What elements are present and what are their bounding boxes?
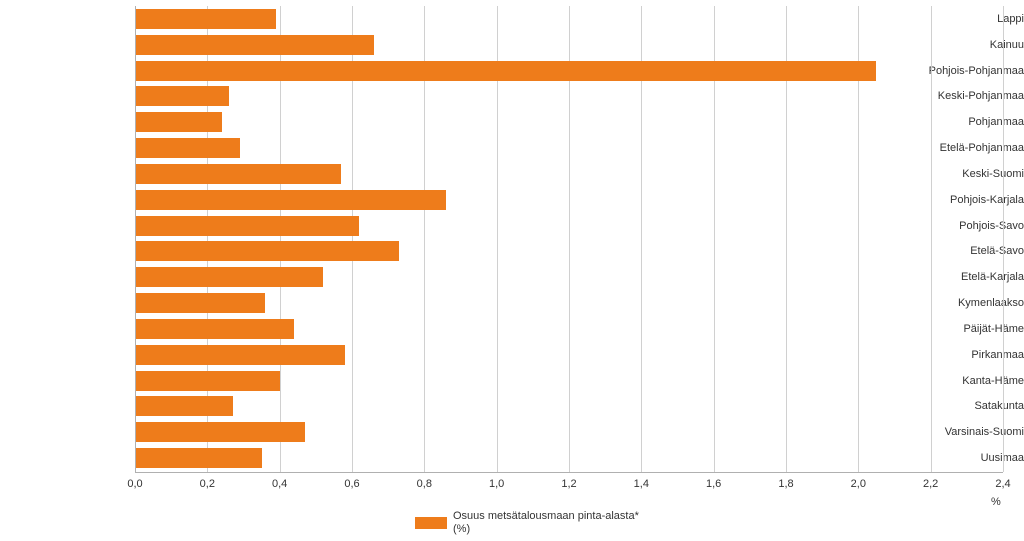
bar (135, 35, 374, 55)
x-axis-tick-label: 0,0 (127, 478, 142, 490)
bar (135, 164, 341, 184)
bar (135, 241, 399, 261)
bar (135, 112, 222, 132)
x-axis-tick-label: 0,2 (200, 478, 215, 490)
chart-container: LappiKainuuPohjois-PohjanmaaKeski-Pohjan… (0, 0, 1024, 541)
gridline (931, 6, 932, 472)
x-axis-tick-label: 1,2 (561, 478, 576, 490)
x-axis-tick-label: 1,4 (634, 478, 649, 490)
legend-line1: Osuus metsätalousmaan pinta-alasta* (453, 510, 639, 523)
x-axis-tick-label: 2,2 (923, 478, 938, 490)
x-axis-tick-label: 1,0 (489, 478, 504, 490)
bar (135, 267, 323, 287)
bar (135, 9, 276, 29)
x-axis-tick-label: 0,6 (344, 478, 359, 490)
bar (135, 345, 345, 365)
x-axis-tick-label: 2,4 (995, 478, 1010, 490)
x-axis-tick-label: 1,8 (778, 478, 793, 490)
x-axis-tick-label: 2,0 (851, 478, 866, 490)
bar (135, 422, 305, 442)
x-axis-tick-label: 0,4 (272, 478, 287, 490)
gridline (1003, 6, 1004, 472)
legend: Osuus metsätalousmaan pinta-alasta* (%) (415, 510, 639, 535)
y-axis-line (135, 6, 136, 472)
x-axis-tick-label: 0,8 (417, 478, 432, 490)
bar (135, 190, 446, 210)
bar (135, 138, 240, 158)
bar (135, 319, 294, 339)
plot-area (135, 6, 1003, 472)
x-axis-tick-label: 1,6 (706, 478, 721, 490)
legend-line2: (%) (453, 523, 639, 536)
bar (135, 216, 359, 236)
bar (135, 448, 262, 468)
legend-text: Osuus metsätalousmaan pinta-alasta* (%) (453, 510, 639, 535)
bar (135, 371, 280, 391)
bar (135, 86, 229, 106)
bar (135, 61, 876, 81)
legend-swatch (415, 517, 447, 529)
x-axis-title: % (991, 496, 1001, 508)
bar (135, 396, 233, 416)
bar (135, 293, 265, 313)
x-axis-line (135, 472, 1003, 473)
